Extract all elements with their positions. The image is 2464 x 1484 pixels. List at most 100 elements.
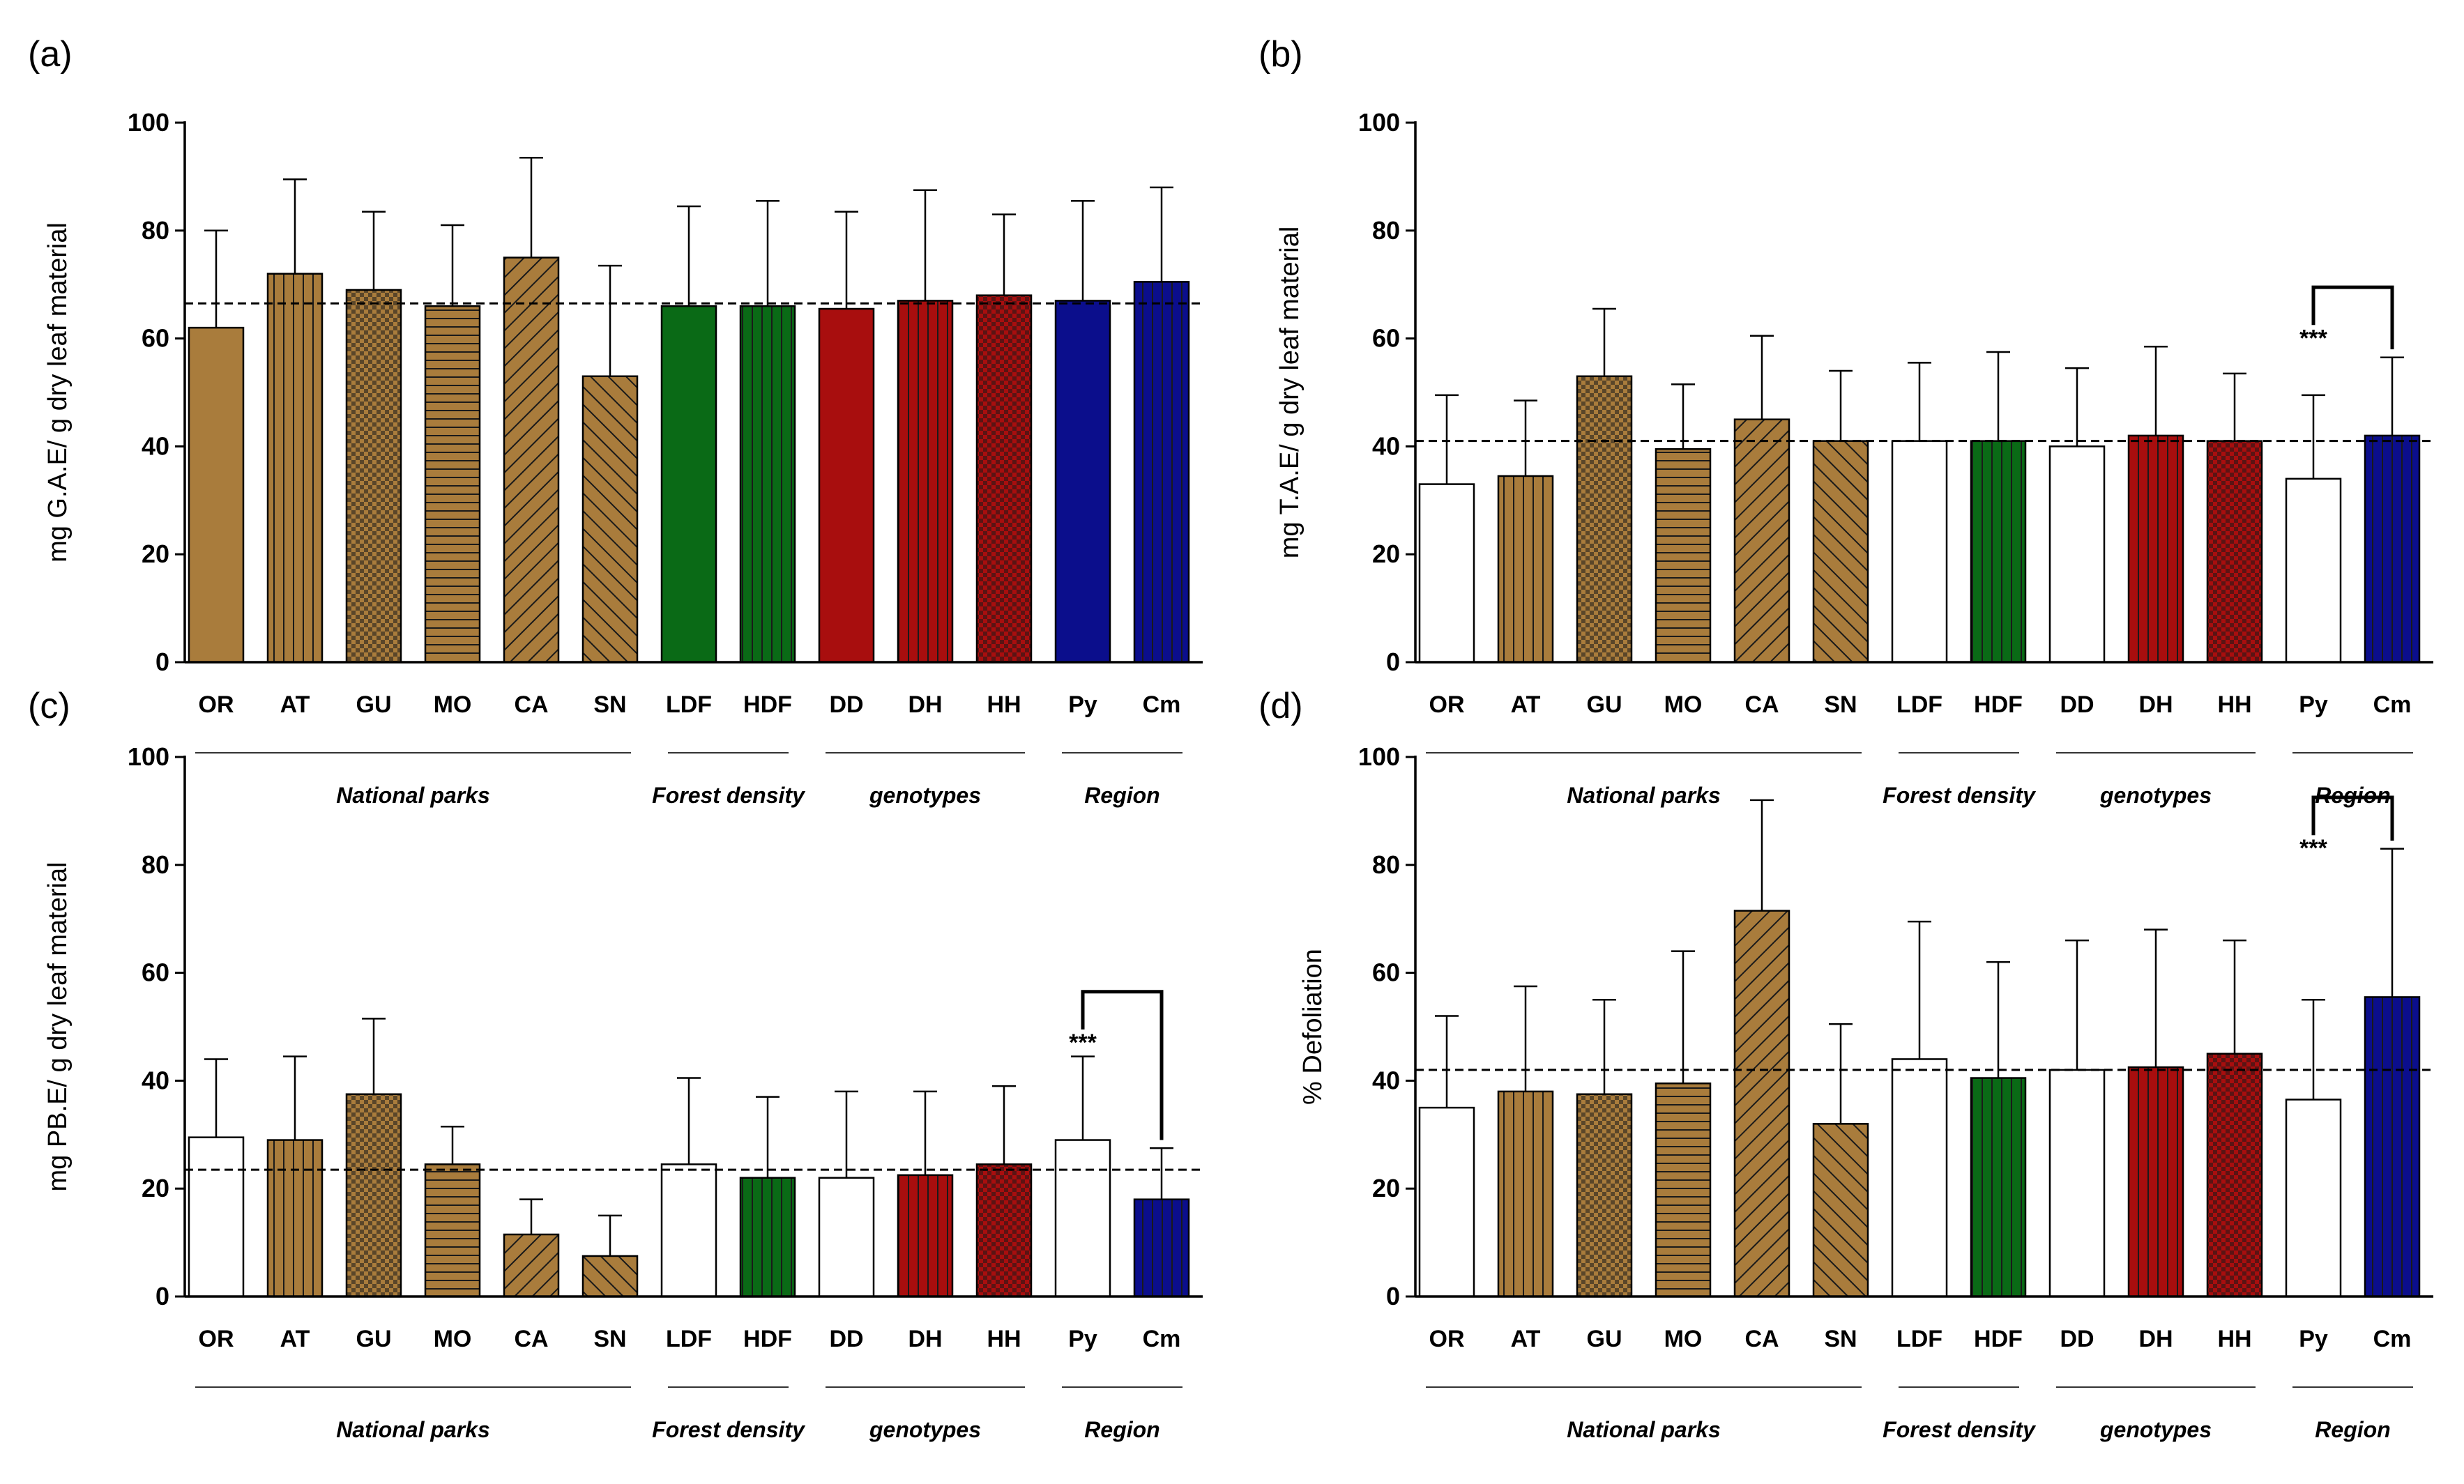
chart-panel-0: (a) mg G.A.E/ g dry leaf material 0 20 40 60 8… [28, 34, 1203, 808]
x-tick-label: Cm [2373, 1326, 2412, 1352]
group-label: Region [1084, 1417, 1159, 1442]
x-tick-label: GU [1587, 691, 1622, 718]
y-tick-label: 40 [1372, 431, 1400, 460]
x-tick-label: SN [593, 691, 626, 718]
bar-hh [977, 296, 1031, 662]
bar-mo [1656, 449, 1710, 662]
x-tick-label: HDF [1974, 691, 2023, 718]
x-tick-label: HDF [743, 691, 792, 718]
significance-label: *** [1069, 1030, 1097, 1056]
x-tick-label: CA [1744, 1326, 1779, 1352]
bar-gu [347, 290, 401, 662]
x-tick-label: DH [908, 691, 942, 718]
bar-ca [504, 258, 558, 663]
y-tick-label: 40 [142, 431, 169, 460]
x-tick-label: OR [199, 691, 234, 718]
bar-hh [977, 1164, 1031, 1296]
x-tick-label: HDF [743, 1326, 792, 1352]
bar-gu [1577, 376, 1632, 662]
y-axis-label: mg T.A.E/ g dry leaf material [1275, 227, 1305, 559]
group-label: Forest density [1883, 1417, 2037, 1442]
x-tick-label: MO [434, 1326, 472, 1352]
x-tick-label: CA [514, 1326, 548, 1352]
group-label: National parks [1567, 783, 1721, 808]
x-tick-label: HH [987, 1326, 1021, 1352]
panel-letter: (b) [1258, 34, 1303, 75]
panel-letter: (d) [1258, 686, 1303, 726]
bar-hdf [1971, 1078, 2025, 1296]
group-label: genotypes [2099, 1417, 2212, 1442]
y-axis-label: % Defoliation [1298, 949, 1328, 1105]
x-tick-label: DD [829, 1326, 863, 1352]
bar-cm [1134, 1200, 1189, 1296]
x-tick-label: DD [2060, 1326, 2094, 1352]
x-tick-label: SN [1824, 1326, 1857, 1352]
x-tick-label: AT [1511, 1326, 1541, 1352]
group-label: National parks [336, 1417, 490, 1442]
y-tick-label: 20 [1372, 1174, 1400, 1202]
chart-panel-3: (d) % Defoliation 0 20 40 60 80 100 OR AT GU MO CA SN… [1258, 686, 2433, 1442]
x-tick-label: DD [829, 691, 863, 718]
y-tick-label: 0 [1386, 1282, 1400, 1310]
bar-py [1056, 300, 1110, 662]
x-tick-label: MO [1664, 1326, 1703, 1352]
y-tick-label: 60 [142, 958, 169, 987]
bar-or [1420, 484, 1474, 662]
bar-dh [2129, 436, 2183, 662]
bar-py [2286, 479, 2341, 662]
bar-hdf [740, 306, 795, 662]
x-tick-label: DH [2138, 1326, 2173, 1352]
bar-sn [583, 376, 637, 662]
group-label: National parks [336, 783, 490, 808]
bar-hh [2207, 441, 2262, 662]
x-tick-label: HH [2217, 691, 2251, 718]
bar-hh [2207, 1054, 2262, 1296]
x-tick-label: HDF [1974, 1326, 2023, 1352]
panel-letter: (c) [28, 686, 70, 726]
y-tick-label: 80 [142, 850, 169, 879]
group-label: Region [2315, 1417, 2390, 1442]
x-tick-label: GU [356, 691, 392, 718]
bar-or [189, 1138, 243, 1296]
bar-sn [1813, 1124, 1868, 1296]
x-tick-label: LDF [1896, 691, 1942, 718]
x-tick-label: Py [1068, 1326, 1097, 1352]
group-label: Forest density [652, 783, 806, 808]
x-tick-label: DH [908, 1326, 942, 1352]
x-tick-label: LDF [1896, 1326, 1942, 1352]
x-tick-label: Py [1068, 691, 1097, 718]
y-tick-label: 100 [1358, 108, 1400, 137]
bar-mo [425, 306, 480, 662]
y-tick-label: 20 [1372, 540, 1400, 568]
y-tick-label: 100 [1358, 742, 1400, 771]
x-tick-label: Py [2299, 691, 2328, 718]
x-tick-label: AT [1511, 691, 1541, 718]
x-tick-label: AT [280, 1326, 310, 1352]
bar-sn [1813, 441, 1868, 662]
figure: (a)mg G.A.E/ g dry leaf material02040608… [0, 0, 2464, 1484]
bar-ldf [662, 306, 716, 662]
bar-ca [1735, 911, 1789, 1296]
x-tick-label: HH [987, 691, 1021, 718]
significance-bracket [1083, 992, 1162, 1140]
bar-ldf [1892, 441, 1947, 662]
x-tick-label: DH [2138, 691, 2173, 718]
bar-hdf [1971, 441, 2025, 662]
bar-sn [583, 1256, 637, 1296]
chart-panel-1: (b) mg T.A.E/ g dry leaf material 0 20 40 60 8… [1258, 34, 2433, 808]
significance-label: *** [2299, 325, 2327, 351]
bar-dd [2050, 1070, 2104, 1296]
group-label: genotypes [869, 1417, 981, 1442]
bar-dh [898, 300, 952, 662]
bar-at [268, 1140, 322, 1296]
y-tick-label: 0 [155, 1282, 169, 1310]
bar-cm [2365, 997, 2419, 1296]
x-tick-label: Cm [2373, 691, 2412, 718]
x-tick-label: Cm [1143, 1326, 1181, 1352]
bar-ldf [662, 1164, 716, 1296]
bar-or [1420, 1108, 1474, 1296]
group-label: National parks [1567, 1417, 1721, 1442]
bar-or [189, 328, 243, 662]
group-label: Region [1084, 783, 1159, 808]
bar-dh [898, 1175, 952, 1296]
